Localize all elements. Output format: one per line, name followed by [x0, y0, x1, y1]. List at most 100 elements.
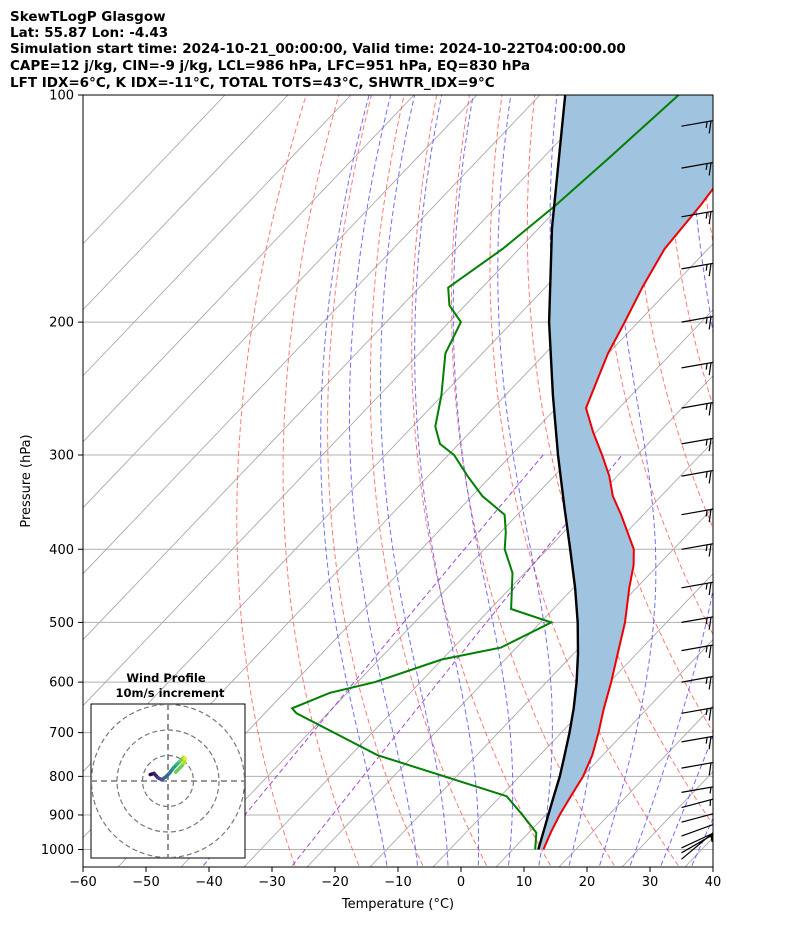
header-line-5: LFT IDX=6°C, K IDX=-11°C, TOTAL TOTS=43°… [10, 75, 495, 91]
y-tick-label: 500 [49, 616, 74, 631]
wind-barb-flag [708, 544, 712, 557]
y-tick-label: 400 [49, 543, 74, 558]
wind-barb-flag [721, 469, 723, 482]
wind-barb [681, 361, 723, 376]
wind-barb-flag [717, 812, 718, 825]
wind-barb-flag [717, 316, 719, 329]
temperature-profile [542, 187, 713, 850]
x-tick-label: −60 [69, 875, 96, 890]
wind-barb-flag [717, 735, 719, 748]
wind-barb-flag [721, 262, 723, 275]
y-axis-label: Pressure (hPa) [19, 434, 34, 527]
wind-barb-flag [721, 542, 723, 555]
wind-barb-half-flag [705, 264, 708, 271]
wind-barb [681, 812, 718, 826]
x-tick-label: −50 [132, 875, 159, 890]
wind-barb-half-flag [705, 617, 708, 625]
isotherm-gridline [369, 507, 713, 867]
wind-barb [681, 675, 713, 690]
wind-barb-staff [681, 616, 713, 623]
moist-adiabat [452, 95, 514, 866]
wind-barb-flag [717, 402, 719, 415]
wind-barb [681, 262, 723, 277]
isotherm-gridline [83, 95, 226, 245]
wind-barb-flag [717, 762, 719, 775]
wind-barb [681, 823, 713, 837]
wind-barb-half-flag [705, 677, 708, 684]
wind-barb-half-flag [705, 439, 708, 446]
dry-adiabat [450, 95, 615, 866]
wind-barb-flag [720, 830, 721, 843]
wind-barb-flag [708, 470, 712, 484]
wind-barb-flag [708, 617, 712, 630]
dry-adiabat [489, 95, 679, 866]
wind-barb-staff [681, 786, 713, 793]
wind-barb-flag [708, 162, 712, 176]
wind-barb-flag [717, 644, 719, 657]
wind-barb-staff [681, 543, 713, 550]
wind-barb-flag [721, 643, 723, 656]
wind-barb-flag [708, 211, 712, 225]
isotherm-gridline [83, 95, 289, 311]
wind-barb-flag [721, 797, 722, 810]
moist-adiabat [660, 734, 713, 866]
isotherm-gridline [83, 95, 541, 575]
wind-barb-staff [681, 437, 713, 445]
wind-barb-staff [681, 832, 713, 849]
wind-barb-flag [721, 361, 723, 374]
dry-adiabat [597, 95, 713, 636]
wind-barb-flag [708, 676, 712, 690]
wind-barb-staff [681, 581, 713, 589]
wind-barb-flag [721, 437, 723, 450]
wind-barb [681, 508, 713, 523]
wind-barb-flag [721, 785, 723, 798]
wind-barb-flag [708, 402, 712, 416]
wind-barb-flag [717, 361, 719, 374]
dry-adiabat [763, 95, 794, 866]
moist-adiabat [723, 95, 794, 866]
wind-barb-flag [708, 762, 712, 776]
hodograph-segment [173, 763, 184, 774]
parcel-profile [537, 95, 580, 850]
y-tick-label: 900 [49, 808, 74, 823]
chart-header: SkewTLogP Glasgow Lat: 55.87 Lon: -4.43 … [10, 9, 626, 91]
wind-barb-flag [721, 761, 723, 774]
x-tick-label: −30 [258, 875, 285, 890]
header-line-4: CAPE=12 j/kg, CIN=-9 j/kg, LCL=986 hPa, … [10, 58, 530, 74]
mixing-ratio-line [203, 454, 544, 866]
wind-barb-flag [717, 707, 719, 720]
wind-barb-staff [681, 813, 713, 823]
x-tick-label: 10 [516, 875, 533, 890]
wind-barb-half-flag [705, 737, 708, 744]
wind-barb-half-flag [705, 163, 708, 170]
wind-barb-flag [721, 401, 723, 414]
wind-barb-flag [708, 263, 712, 277]
wind-barb-staff [681, 315, 713, 323]
isotherm-gridline [243, 375, 713, 867]
x-tick-label: 40 [705, 875, 722, 890]
wind-barb-flag [718, 832, 721, 844]
wind-barb-flag [708, 509, 712, 523]
wind-barb-staff [681, 707, 713, 714]
dry-adiabat [369, 95, 488, 866]
wind-barb-flag [714, 813, 715, 826]
wind-barb-staff [681, 401, 713, 409]
wind-barb-flag [717, 120, 719, 132]
y-tick-label: 300 [49, 448, 74, 463]
wind-barb-flag [714, 832, 719, 844]
wind-barb-half-flag [705, 544, 708, 552]
wind-barb-flag [717, 437, 719, 450]
wind-barb-flag [717, 786, 719, 799]
wind-barb-flag [721, 161, 723, 174]
wind-barb-flag [721, 706, 723, 719]
wind-barb [681, 542, 723, 557]
wind-barb-half-flag [705, 317, 708, 324]
y-tick-label: 1000 [41, 843, 74, 858]
wind-barb [681, 120, 719, 134]
wind-barb [681, 761, 723, 776]
dewpoint-profile [290, 95, 680, 850]
wind-barb-half-flag [705, 583, 708, 590]
wind-barb [681, 785, 723, 799]
wind-barb-half-flag [709, 787, 712, 794]
